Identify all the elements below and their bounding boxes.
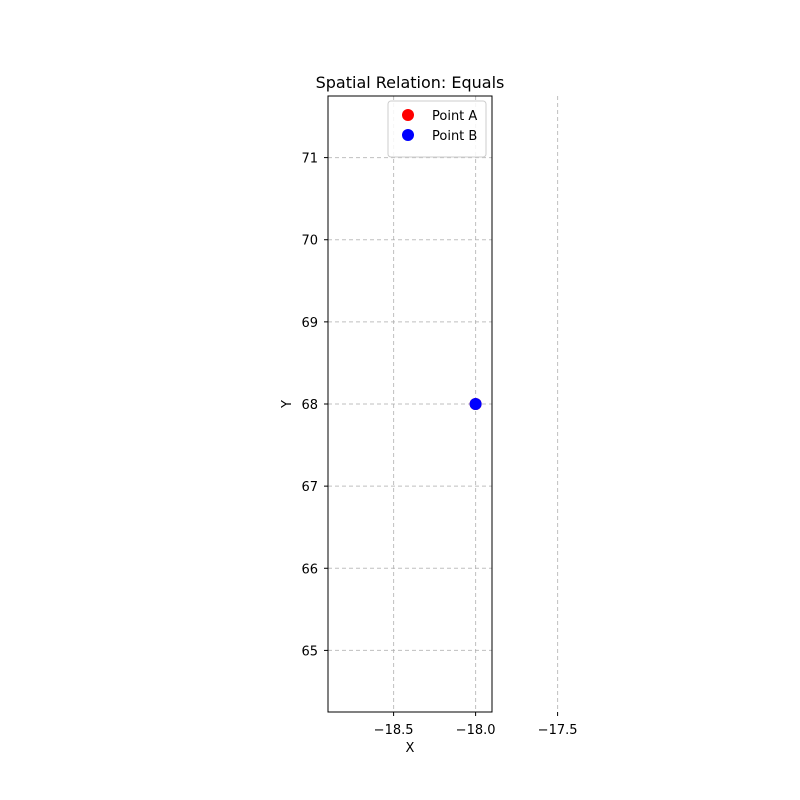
y-tick-label: 67 [301,480,318,495]
data-point-point-b [469,398,482,410]
y-tick-label: 66 [301,562,318,577]
y-tick-label: 68 [301,398,318,413]
legend-label: Point A [432,109,477,124]
y-tick-label: 70 [301,234,318,249]
y-tick-label: 65 [301,644,318,659]
legend-marker [402,109,414,121]
x-tick-label: −17.5 [538,723,578,738]
x-tick-label: −18.5 [374,723,414,738]
legend-marker [402,129,414,141]
legend-label: Point B [432,129,477,144]
x-axis-label: X [406,741,415,756]
axis-ticks: −18.5 −18.0 −17.5 65 66 67 68 69 70 71 [301,152,577,738]
grid [328,96,559,712]
x-tick-label: −18.0 [456,723,496,738]
chart-title: Spatial Relation: Equals [316,73,505,92]
y-tick-label: 71 [301,152,318,167]
y-tick-label: 69 [301,316,318,331]
y-axis-label: Y [280,400,295,409]
legend: Point A Point B [387,100,487,158]
plot-area [469,398,482,410]
